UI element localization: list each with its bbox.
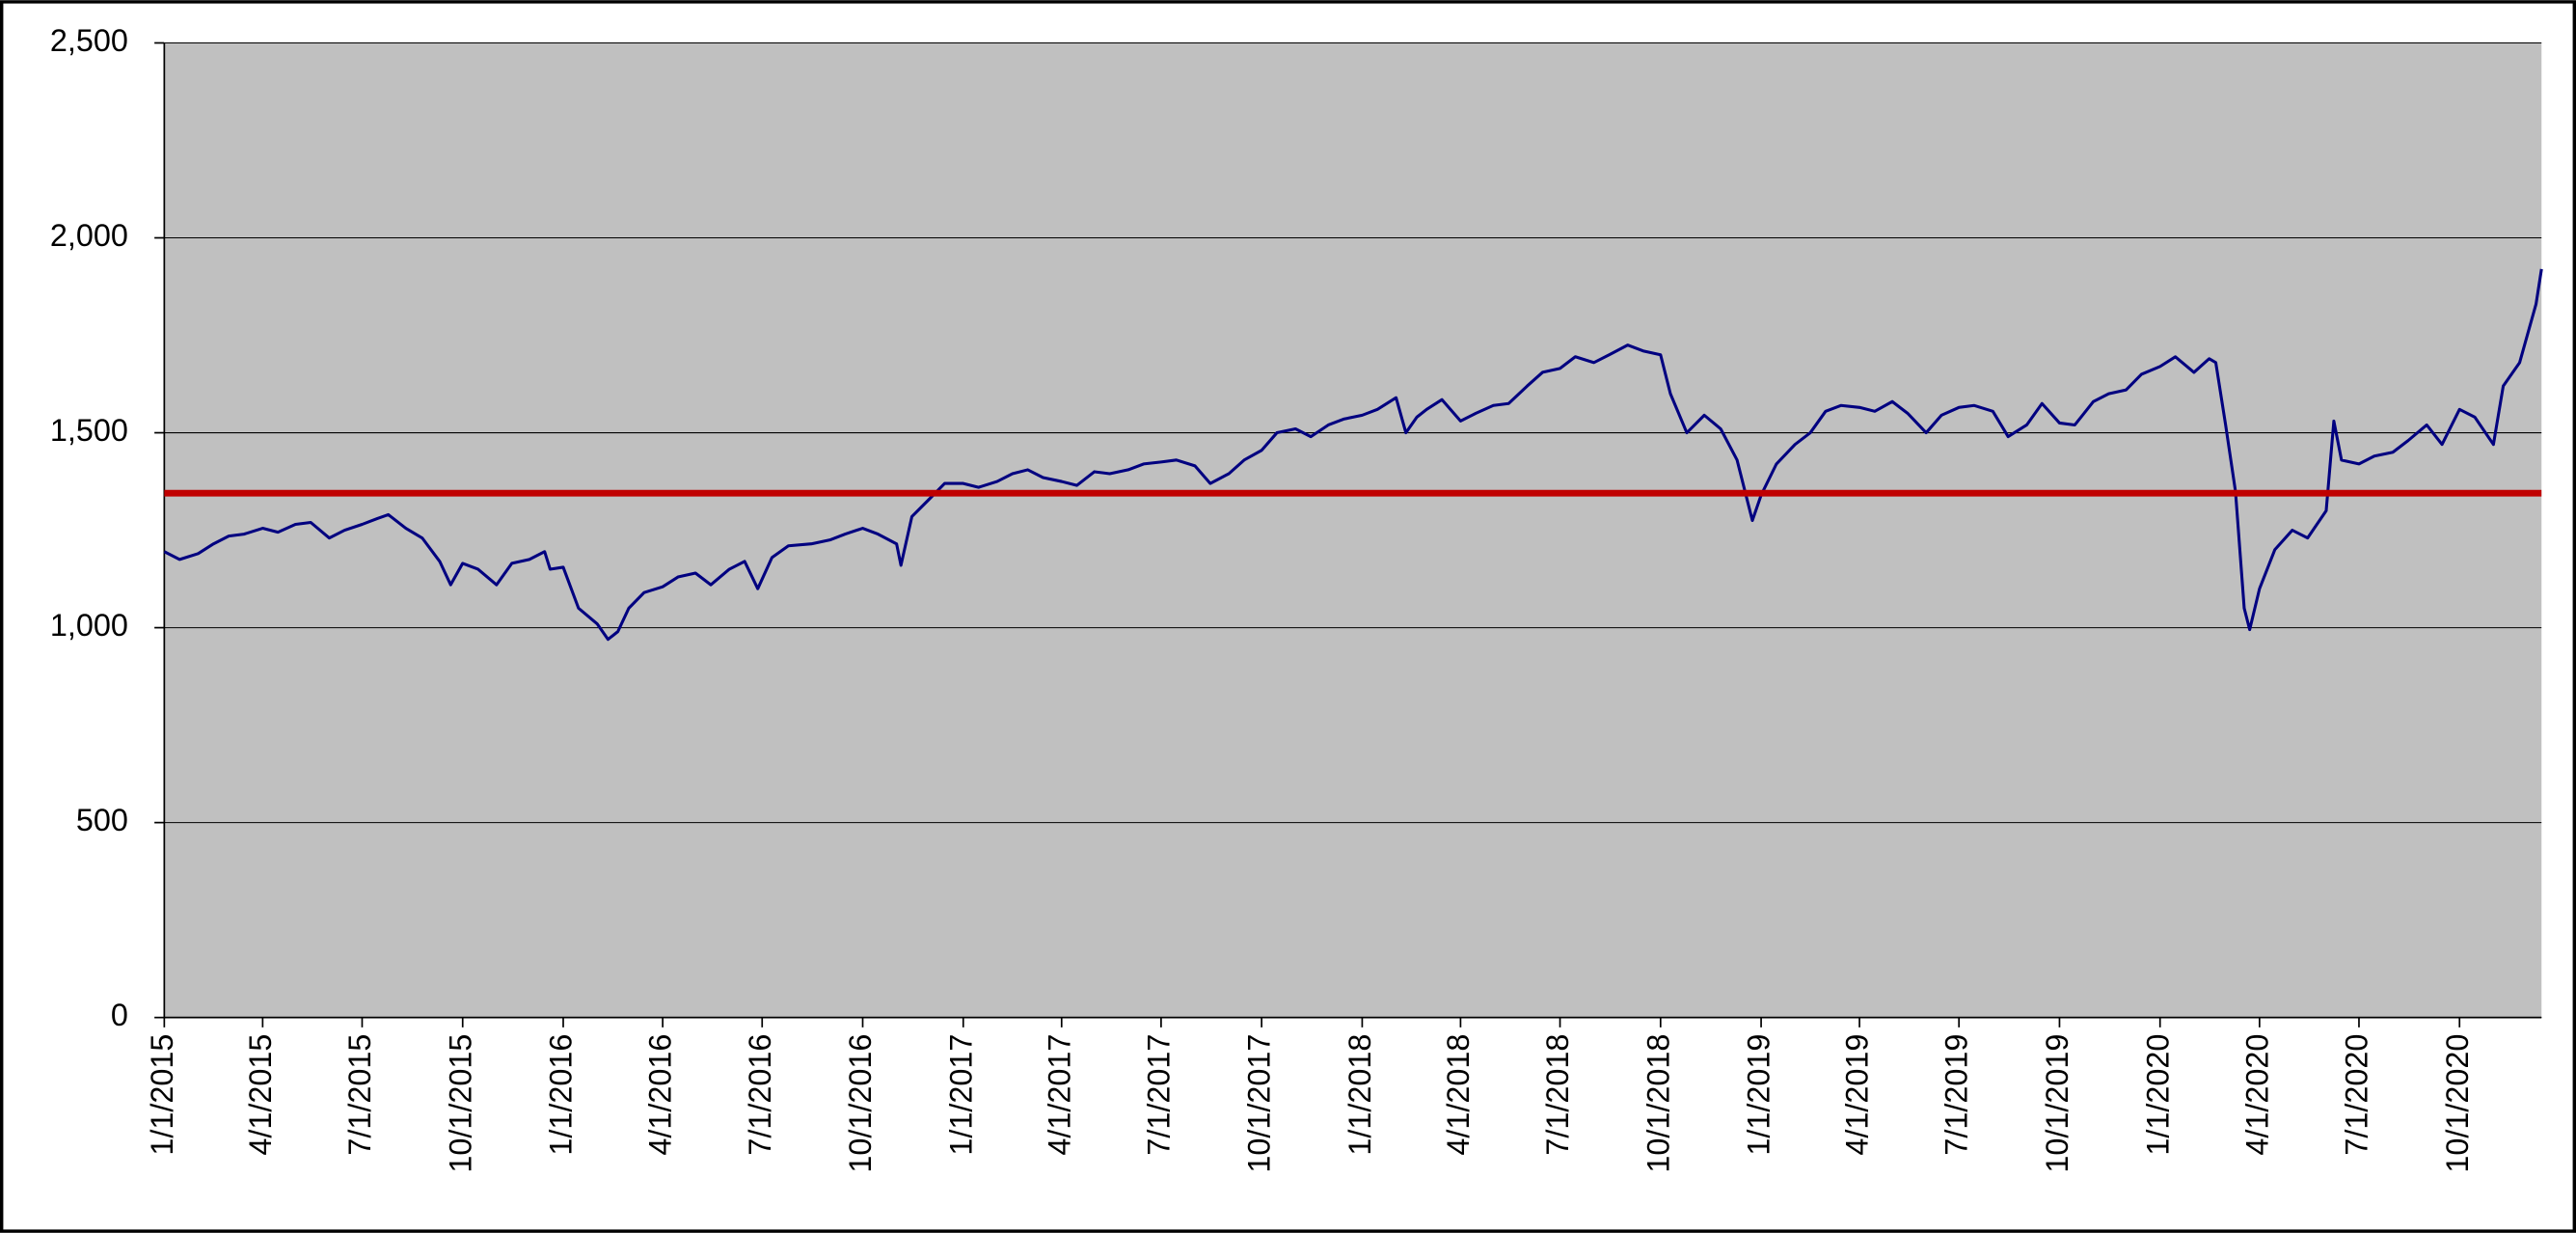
x-tick-label: 1/1/2018 [1342, 1034, 1377, 1156]
x-tick-label: 4/1/2017 [1042, 1034, 1076, 1156]
line-series [163, 268, 2543, 642]
x-tick-label: 1/1/2020 [2140, 1034, 2175, 1156]
x-tick-label: 7/1/2018 [1540, 1034, 1575, 1156]
x-tick-label: 10/1/2015 [443, 1034, 477, 1173]
x-tick-label: 1/1/2016 [544, 1034, 579, 1156]
y-tick-label: 1,500 [50, 413, 128, 448]
x-tick-label: 1/1/2017 [943, 1034, 978, 1156]
y-tick-label: 0 [111, 998, 128, 1032]
x-tick-label: 10/1/2018 [1641, 1034, 1675, 1173]
x-tick-label: 7/1/2016 [743, 1034, 777, 1156]
x-tick-label: 10/1/2016 [843, 1034, 878, 1173]
x-tick-label: 4/1/2016 [643, 1034, 678, 1156]
x-tick-label: 7/1/2017 [1141, 1034, 1176, 1156]
x-tick-label: 10/1/2020 [2440, 1034, 2475, 1173]
x-tick-label: 1/1/2015 [145, 1034, 179, 1156]
y-tick-label: 1,000 [50, 608, 128, 643]
x-tick-label: 10/1/2019 [2040, 1034, 2074, 1173]
x-tick-label: 7/1/2020 [2340, 1034, 2374, 1156]
x-tick-label: 4/1/2015 [243, 1034, 278, 1156]
x-tick-label: 4/1/2019 [1840, 1034, 1875, 1156]
plot-area [164, 42, 2542, 1018]
x-tick-label: 4/1/2018 [1441, 1034, 1476, 1156]
y-tick-label: 2,000 [50, 218, 128, 253]
x-tick-label: 1/1/2019 [1742, 1034, 1776, 1156]
x-tick-label: 7/1/2019 [1939, 1034, 1974, 1156]
x-tick-label: 7/1/2015 [342, 1034, 377, 1156]
y-tick-label: 2,500 [50, 23, 128, 58]
x-tick-label: 10/1/2017 [1242, 1034, 1277, 1173]
y-tick-label: 500 [76, 803, 128, 837]
x-tick-label: 4/1/2020 [2239, 1034, 2274, 1156]
